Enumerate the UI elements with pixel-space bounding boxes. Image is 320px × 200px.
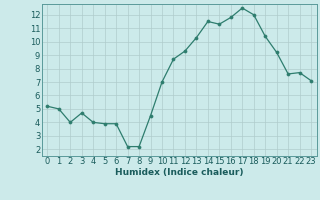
X-axis label: Humidex (Indice chaleur): Humidex (Indice chaleur) [115, 168, 244, 177]
